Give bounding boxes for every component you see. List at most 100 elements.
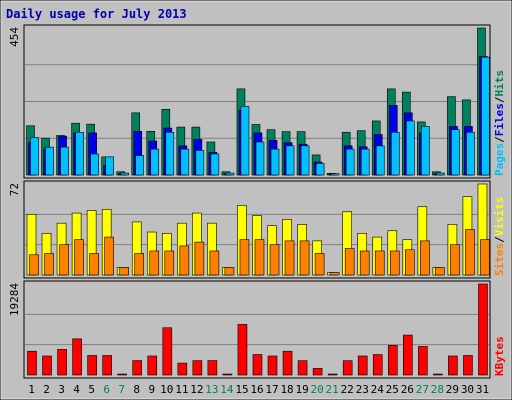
bar-pages-day-29 bbox=[451, 129, 460, 176]
bar-kbytes-day-30 bbox=[463, 355, 473, 376]
bar-pages-day-19 bbox=[300, 145, 310, 176]
day-label-15: 15 bbox=[235, 383, 248, 396]
day-label-21: 21 bbox=[326, 383, 339, 396]
bar-kbytes-day-19 bbox=[297, 360, 308, 376]
bar-pages-day-24 bbox=[375, 145, 385, 176]
bar-sites-day-13 bbox=[209, 250, 220, 276]
day-label-30: 30 bbox=[461, 383, 474, 396]
day-label-22: 22 bbox=[341, 383, 354, 396]
bar-pages-day-3 bbox=[60, 146, 69, 176]
bar-pages-day-13 bbox=[210, 153, 220, 176]
bar-sites-day-14 bbox=[224, 267, 235, 276]
bar-pages-day-22 bbox=[345, 148, 355, 176]
bar-pages-day-2 bbox=[45, 146, 54, 176]
bar-kbytes-day-23 bbox=[357, 355, 368, 376]
bar-sites-day-7 bbox=[119, 267, 129, 276]
bar-kbytes-day-31 bbox=[478, 283, 488, 376]
bar-pages-day-28 bbox=[436, 172, 445, 176]
day-label-26: 26 bbox=[401, 383, 414, 396]
bar-sites-day-17 bbox=[269, 244, 280, 276]
day-label-17: 17 bbox=[265, 383, 278, 396]
bar-sites-day-24 bbox=[374, 250, 385, 276]
bar-pages-day-27 bbox=[421, 126, 430, 176]
bar-sites-day-16 bbox=[254, 239, 265, 276]
panel-middle-ymax-label: 72 bbox=[8, 183, 21, 196]
bar-kbytes-day-12 bbox=[192, 360, 203, 376]
bar-kbytes-day-28 bbox=[433, 373, 443, 376]
bar-pages-day-31 bbox=[481, 56, 490, 176]
day-label-7: 7 bbox=[118, 383, 125, 396]
bar-kbytes-day-29 bbox=[448, 355, 458, 376]
day-label-12: 12 bbox=[190, 383, 203, 396]
bar-pages-day-15 bbox=[240, 106, 250, 176]
bar-pages-day-20 bbox=[315, 163, 325, 176]
bar-kbytes-day-5 bbox=[87, 355, 97, 376]
day-label-6: 6 bbox=[103, 383, 110, 396]
bar-kbytes-day-13 bbox=[207, 360, 218, 376]
day-label-14: 14 bbox=[220, 383, 234, 396]
day-label-16: 16 bbox=[250, 383, 263, 396]
day-label-20: 20 bbox=[311, 383, 324, 396]
bar-sites-day-4 bbox=[74, 239, 84, 276]
bar-sites-day-5 bbox=[89, 253, 99, 276]
bar-sites-day-23 bbox=[359, 250, 370, 276]
bar-sites-day-8 bbox=[134, 253, 145, 276]
day-label-25: 25 bbox=[386, 383, 399, 396]
bar-pages-day-8 bbox=[135, 155, 145, 176]
bar-sites-day-18 bbox=[284, 240, 295, 276]
bar-sites-day-19 bbox=[299, 240, 310, 276]
bar-sites-day-30 bbox=[465, 229, 475, 276]
bar-pages-day-10 bbox=[165, 131, 175, 176]
panel-bottom-legend: KBytes bbox=[493, 336, 506, 376]
bar-sites-day-2 bbox=[44, 253, 54, 276]
bar-kbytes-day-3 bbox=[57, 349, 67, 376]
day-label-4: 4 bbox=[73, 383, 80, 396]
bar-kbytes-day-21 bbox=[327, 373, 338, 376]
legend-pages: Pages bbox=[493, 143, 506, 176]
legend-separator: / bbox=[493, 96, 506, 103]
day-label-24: 24 bbox=[371, 383, 385, 396]
bar-kbytes-day-24 bbox=[372, 354, 383, 376]
day-label-19: 19 bbox=[295, 383, 308, 396]
bar-sites-day-1 bbox=[29, 254, 39, 276]
legend-visits: Visits bbox=[493, 197, 506, 237]
bar-sites-day-29 bbox=[450, 244, 460, 276]
bar-pages-day-25 bbox=[390, 131, 400, 176]
bar-kbytes-day-10 bbox=[162, 327, 173, 376]
day-label-9: 9 bbox=[148, 383, 155, 396]
day-label-23: 23 bbox=[356, 383, 369, 396]
day-label-27: 27 bbox=[416, 383, 429, 396]
legend-separator: / bbox=[493, 136, 506, 143]
bar-pages-day-9 bbox=[150, 148, 160, 176]
day-label-3: 3 bbox=[58, 383, 65, 396]
bar-sites-day-11 bbox=[179, 245, 190, 276]
day-label-18: 18 bbox=[280, 383, 293, 396]
bar-kbytes-day-14 bbox=[222, 373, 233, 376]
bar-pages-day-18 bbox=[285, 145, 295, 176]
bar-kbytes-day-4 bbox=[72, 338, 82, 376]
bar-pages-day-14 bbox=[225, 172, 235, 176]
panel-top-ymax-label: 454 bbox=[8, 27, 21, 47]
bar-pages-day-26 bbox=[406, 120, 415, 176]
day-label-28: 28 bbox=[431, 383, 444, 396]
bar-pages-day-1 bbox=[30, 137, 39, 176]
bar-pages-day-30 bbox=[466, 131, 475, 176]
day-label-2: 2 bbox=[43, 383, 50, 396]
panel-bottom-ymax-label: 19284 bbox=[8, 283, 21, 316]
bar-pages-day-5 bbox=[90, 153, 99, 176]
bar-sites-day-15 bbox=[239, 239, 250, 276]
day-label-31: 31 bbox=[476, 383, 489, 396]
bar-sites-day-21 bbox=[329, 272, 340, 276]
bar-sites-day-6 bbox=[104, 236, 114, 276]
bar-kbytes-day-27 bbox=[418, 346, 428, 376]
legend-files: Files bbox=[493, 103, 506, 136]
bar-pages-day-23 bbox=[360, 148, 370, 176]
bar-sites-day-22 bbox=[344, 248, 355, 276]
bar-pages-day-11 bbox=[180, 148, 190, 176]
bar-sites-day-3 bbox=[59, 244, 69, 276]
bar-kbytes-day-18 bbox=[282, 350, 293, 376]
day-label-11: 11 bbox=[175, 383, 188, 396]
bar-kbytes-day-15 bbox=[237, 324, 248, 376]
bar-kbytes-day-7 bbox=[117, 373, 127, 376]
